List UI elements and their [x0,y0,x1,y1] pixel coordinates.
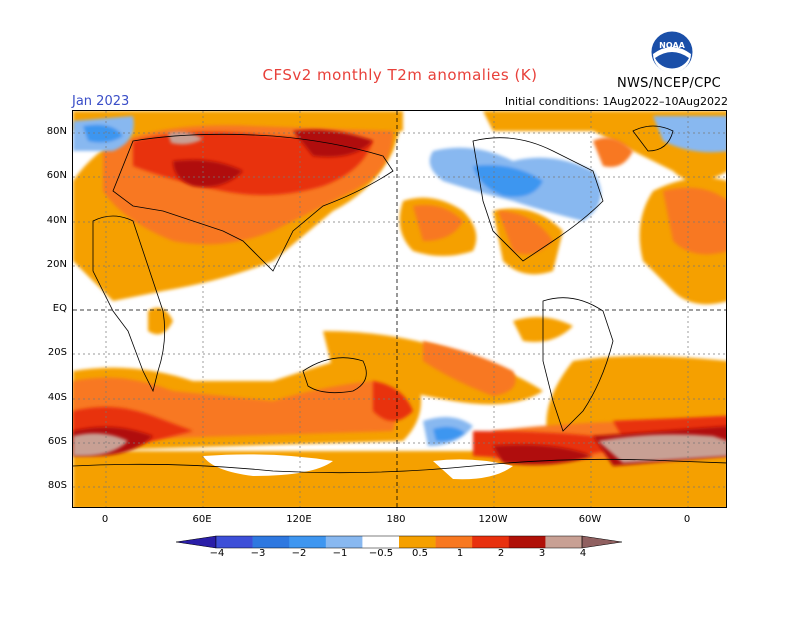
organization: NWS/NCEP/CPC [617,76,722,91]
colorbar-label-2: 2 [497,548,505,559]
colorbar-box [362,536,400,548]
colorbar-label-05: 0.5 [412,548,428,559]
colorbar-label-neg1: −1 [332,548,348,559]
logo-text: NOAA [659,41,685,50]
lon-label-0-left: 0 [101,514,109,525]
lat-label-80s: 80S [47,480,67,491]
lon-label-120w: 120W [478,514,508,525]
lon-label-60w: 60W [578,514,602,525]
lon-label-0-right: 0 [683,514,691,525]
anomaly-layer-blue [73,116,726,446]
colorbar-svg [175,535,623,549]
initial-conditions: Initial conditions: 1Aug2022–10Aug2022 [504,95,728,108]
colorbar-box [508,536,546,548]
colorbar [172,534,628,553]
colorbar-high-triangle [581,535,623,549]
lat-label-60n: 60N [46,170,67,181]
anomaly-map [72,110,727,508]
lon-label-180: 180 [386,514,406,525]
colorbar-box [399,536,436,548]
colorbar-label-4: 4 [579,548,587,559]
coastlines [73,125,726,474]
colorbar-label-neg4: −4 [209,548,225,559]
colorbar-low-triangle [175,535,217,549]
valid-month: Jan 2023 [72,94,130,109]
colorbar-box [325,536,363,548]
colorbar-label-1: 1 [456,548,464,559]
grid-lines [73,111,726,507]
equator-line [73,111,726,507]
lat-label-80n: 80N [46,126,67,137]
colorbar-box [289,536,327,548]
lat-label-40s: 40S [47,392,67,403]
colorbar-box [216,536,253,548]
colorbar-outline [215,535,583,549]
lat-label-20s: 20S [47,347,67,358]
colorbar-label-3: 3 [538,548,546,559]
colorbar-box [435,536,473,548]
lat-label-40n: 40N [46,215,67,226]
lat-label-60s: 60S [47,436,67,447]
lon-label-60e: 60E [192,514,212,525]
colorbar-box [472,536,510,548]
colorbar-label-neg2: −2 [291,548,307,559]
colorbar-label-neg05: −0.5 [368,548,394,559]
lat-label-20n: 20N [46,259,67,270]
chart-title: CFSv2 monthly T2m anomalies (K) [262,66,538,84]
colorbar-box [545,536,583,548]
colorbar-box [252,536,290,548]
lat-label-eq: EQ [52,303,67,314]
colorbar-label-neg3: −3 [250,548,266,559]
noaa-logo: NOAA [650,30,694,74]
lon-label-120e: 120E [286,514,312,525]
